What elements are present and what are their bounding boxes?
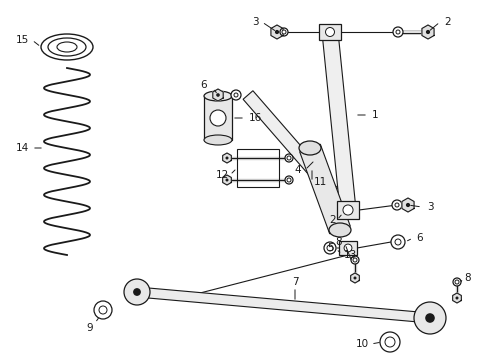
Text: 14: 14: [15, 143, 29, 153]
Circle shape: [425, 313, 434, 323]
Circle shape: [234, 93, 238, 97]
Circle shape: [395, 30, 399, 34]
Text: 8: 8: [335, 237, 342, 247]
Polygon shape: [401, 198, 413, 212]
Text: 7: 7: [291, 277, 298, 287]
Text: 12: 12: [215, 170, 228, 180]
Polygon shape: [350, 273, 359, 283]
Text: 3: 3: [251, 17, 258, 27]
Circle shape: [280, 28, 287, 36]
Bar: [237, 149, 279, 187]
Ellipse shape: [328, 223, 350, 237]
Circle shape: [344, 244, 351, 252]
Circle shape: [390, 235, 404, 249]
Text: 9: 9: [86, 323, 93, 333]
Circle shape: [379, 332, 399, 352]
Bar: [318, 24, 340, 40]
Text: 8: 8: [464, 273, 470, 283]
Circle shape: [94, 301, 112, 319]
Text: 11: 11: [313, 177, 326, 187]
Text: 2: 2: [329, 215, 336, 225]
Circle shape: [342, 205, 352, 215]
Circle shape: [392, 27, 402, 37]
Polygon shape: [299, 144, 349, 234]
Text: 2: 2: [444, 17, 450, 27]
Bar: [203, 96, 231, 140]
Circle shape: [326, 245, 332, 251]
Polygon shape: [243, 91, 352, 214]
Circle shape: [216, 93, 219, 97]
Circle shape: [282, 30, 285, 34]
Text: 15: 15: [15, 35, 29, 45]
Circle shape: [225, 157, 228, 159]
Circle shape: [225, 179, 228, 181]
Circle shape: [285, 176, 292, 184]
Text: 4: 4: [294, 165, 301, 175]
Circle shape: [394, 239, 400, 245]
Circle shape: [454, 297, 458, 300]
Circle shape: [353, 276, 356, 279]
Polygon shape: [322, 31, 355, 211]
Text: 13: 13: [343, 250, 356, 260]
Ellipse shape: [41, 34, 93, 60]
Circle shape: [285, 154, 292, 162]
Circle shape: [133, 288, 141, 296]
Ellipse shape: [57, 42, 77, 52]
Text: 3: 3: [426, 202, 432, 212]
Text: 16: 16: [248, 113, 261, 123]
Circle shape: [452, 278, 460, 286]
Text: 10: 10: [355, 339, 368, 349]
Bar: [336, 201, 358, 219]
Circle shape: [286, 178, 290, 182]
Ellipse shape: [48, 38, 86, 56]
Circle shape: [454, 280, 458, 284]
Ellipse shape: [298, 141, 320, 155]
Circle shape: [124, 279, 150, 305]
Circle shape: [324, 242, 335, 254]
Ellipse shape: [203, 91, 231, 101]
Polygon shape: [136, 287, 429, 323]
Circle shape: [209, 110, 225, 126]
Circle shape: [350, 256, 358, 264]
Text: 6: 6: [200, 80, 207, 90]
Text: 1: 1: [371, 110, 378, 120]
Polygon shape: [452, 293, 460, 303]
Ellipse shape: [203, 135, 231, 145]
Circle shape: [274, 30, 279, 34]
Circle shape: [286, 156, 290, 160]
Polygon shape: [222, 153, 231, 163]
Circle shape: [99, 306, 107, 314]
Polygon shape: [222, 175, 231, 185]
Circle shape: [325, 27, 334, 36]
Circle shape: [230, 90, 241, 100]
Circle shape: [384, 337, 394, 347]
Circle shape: [391, 200, 401, 210]
Bar: [338, 241, 356, 255]
Text: 6: 6: [416, 233, 423, 243]
Polygon shape: [212, 89, 223, 101]
Polygon shape: [421, 25, 433, 39]
Circle shape: [405, 203, 409, 207]
Polygon shape: [270, 25, 283, 39]
Circle shape: [413, 302, 445, 334]
Circle shape: [394, 203, 398, 207]
Circle shape: [425, 30, 429, 34]
Text: 5: 5: [326, 243, 333, 253]
Circle shape: [352, 258, 356, 262]
